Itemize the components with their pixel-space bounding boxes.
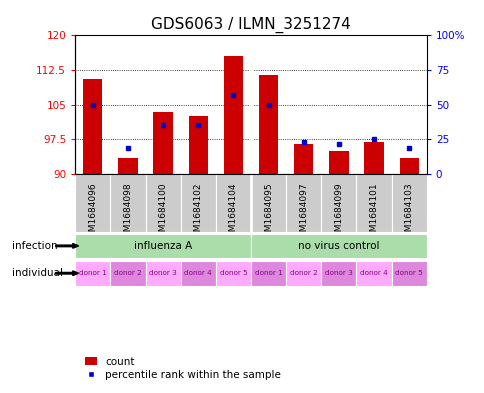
Text: GSM1684097: GSM1684097 [299, 183, 308, 243]
Bar [215, 261, 251, 286]
Bar [258, 75, 278, 174]
Text: GSM1684102: GSM1684102 [193, 183, 202, 243]
Text: donor 5: donor 5 [394, 270, 422, 276]
Bar [286, 174, 320, 232]
Bar [75, 233, 251, 258]
Text: GSM1684100: GSM1684100 [158, 183, 167, 243]
Text: donor 1: donor 1 [254, 270, 282, 276]
Text: individual: individual [12, 268, 63, 278]
Bar [391, 261, 426, 286]
Bar [180, 261, 215, 286]
Text: GSM1684104: GSM1684104 [228, 183, 238, 243]
Text: GSM1684101: GSM1684101 [369, 183, 378, 243]
Text: donor 3: donor 3 [149, 270, 177, 276]
Text: GSM1684099: GSM1684099 [333, 183, 343, 243]
Bar [293, 144, 313, 174]
Bar [286, 261, 320, 286]
Text: infection: infection [12, 241, 58, 251]
Bar [251, 261, 286, 286]
Bar [356, 261, 391, 286]
Text: donor 1: donor 1 [79, 270, 106, 276]
Bar [215, 174, 251, 232]
Bar [399, 158, 418, 174]
Bar [180, 174, 215, 232]
Bar [356, 174, 391, 232]
Bar [75, 261, 110, 286]
Bar [75, 174, 110, 232]
Text: GSM1684098: GSM1684098 [123, 183, 132, 243]
Bar [110, 174, 145, 232]
Text: no virus control: no virus control [298, 241, 379, 251]
Bar [145, 261, 180, 286]
Text: donor 5: donor 5 [219, 270, 247, 276]
Bar [320, 261, 356, 286]
Text: GSM1684096: GSM1684096 [88, 183, 97, 243]
Bar [153, 112, 172, 174]
Bar [329, 151, 348, 174]
Bar [118, 158, 137, 174]
Text: donor 4: donor 4 [360, 270, 387, 276]
Legend: count, percentile rank within the sample: count, percentile rank within the sample [80, 353, 285, 384]
Bar [110, 261, 145, 286]
Bar [251, 174, 286, 232]
Bar [145, 174, 180, 232]
Bar [223, 56, 242, 174]
Text: GSM1684103: GSM1684103 [404, 183, 413, 243]
Text: GSM1684095: GSM1684095 [263, 183, 272, 243]
Text: donor 2: donor 2 [289, 270, 317, 276]
Bar [83, 79, 102, 174]
Bar [320, 174, 356, 232]
Text: donor 3: donor 3 [324, 270, 352, 276]
Bar [363, 141, 383, 174]
Bar [251, 233, 426, 258]
Title: GDS6063 / ILMN_3251274: GDS6063 / ILMN_3251274 [151, 17, 350, 33]
Text: donor 2: donor 2 [114, 270, 141, 276]
Text: donor 4: donor 4 [184, 270, 212, 276]
Bar [391, 174, 426, 232]
Text: influenza A: influenza A [134, 241, 192, 251]
Bar [188, 116, 208, 174]
